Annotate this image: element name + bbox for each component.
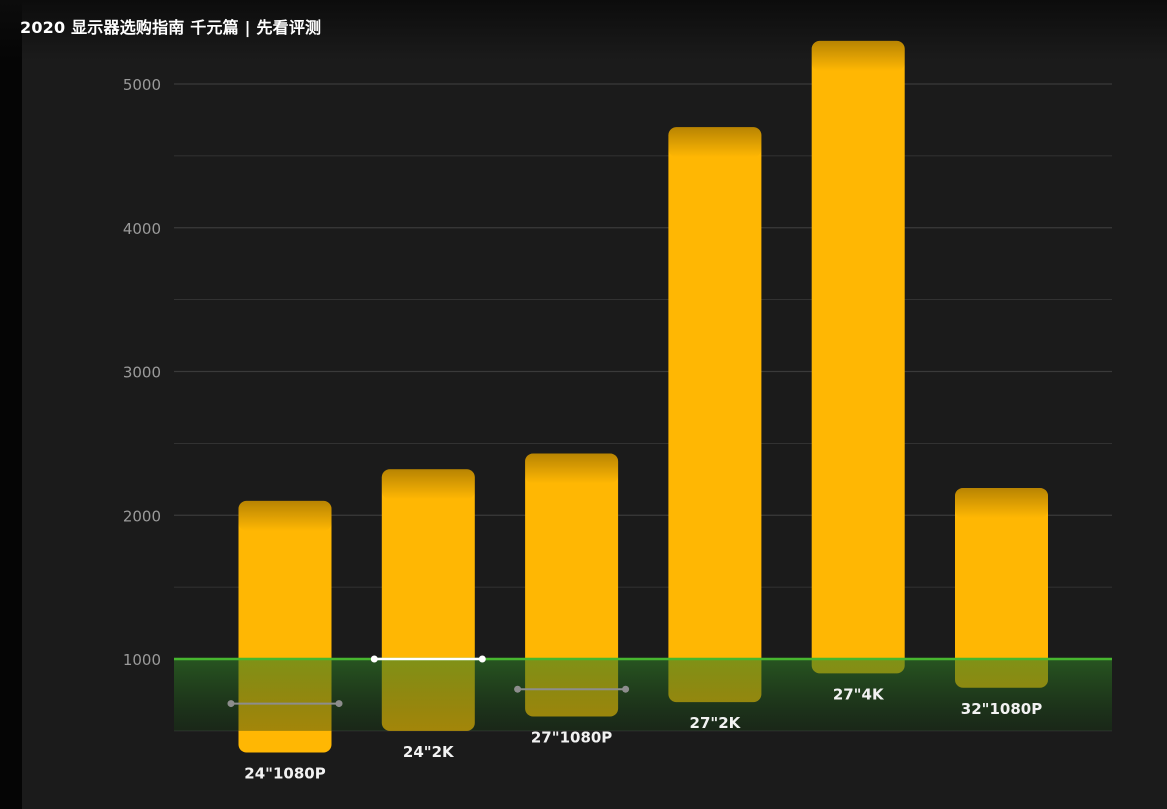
y-tick-label-1000: 1000 — [123, 651, 161, 669]
x-axis-labels: 24"1080P 24"2K 27"1080P 27"2K 27"4K 32"1080P — [244, 685, 1042, 782]
bar-2 — [525, 453, 619, 717]
bar-top-shade-5 — [955, 487, 1048, 518]
x-label-2: 27"1080P — [531, 729, 612, 747]
bar-top-shade-1 — [381, 469, 475, 500]
x-label-4: 27"4K — [833, 685, 885, 703]
x-label-0: 24"1080P — [244, 764, 325, 782]
bar-top-shade-4 — [811, 40, 905, 71]
bar-top-shade-3 — [668, 127, 762, 158]
y-tick-label-3000: 3000 — [123, 364, 161, 382]
y-tick-label-2000: 2000 — [123, 507, 161, 525]
range-markers — [227, 655, 630, 708]
threshold-band — [174, 657, 1112, 731]
bars — [238, 40, 1048, 753]
x-label-5: 32"1080P — [961, 700, 1042, 718]
y-tick-label-5000: 5000 — [123, 76, 161, 94]
bar-5 — [955, 487, 1048, 688]
x-label-3: 27"2K — [690, 714, 742, 732]
range-marker-end-2 — [622, 685, 630, 693]
y-axis-ticks: 1000 2000 3000 4000 5000 — [123, 76, 161, 669]
range-marker-start-1 — [370, 655, 378, 663]
bar-top-shade-0 — [238, 500, 332, 531]
range-marker-end-0 — [335, 700, 343, 708]
range-marker-start-2 — [514, 685, 522, 693]
bar-4 — [811, 40, 905, 674]
y-tick-label-4000: 4000 — [123, 220, 161, 238]
range-marker-start-0 — [227, 700, 235, 708]
bar-3 — [668, 127, 762, 703]
bar-top-shade-2 — [525, 453, 619, 484]
video-left-edge — [0, 0, 22, 809]
video-title: 2020 显示器选购指南 千元篇 | 先看评测 — [20, 18, 322, 37]
range-marker-end-1 — [478, 655, 486, 663]
video-title-shade — [0, 0, 1167, 60]
threshold-band-fill — [174, 659, 1112, 731]
x-label-1: 24"2K — [403, 743, 455, 761]
